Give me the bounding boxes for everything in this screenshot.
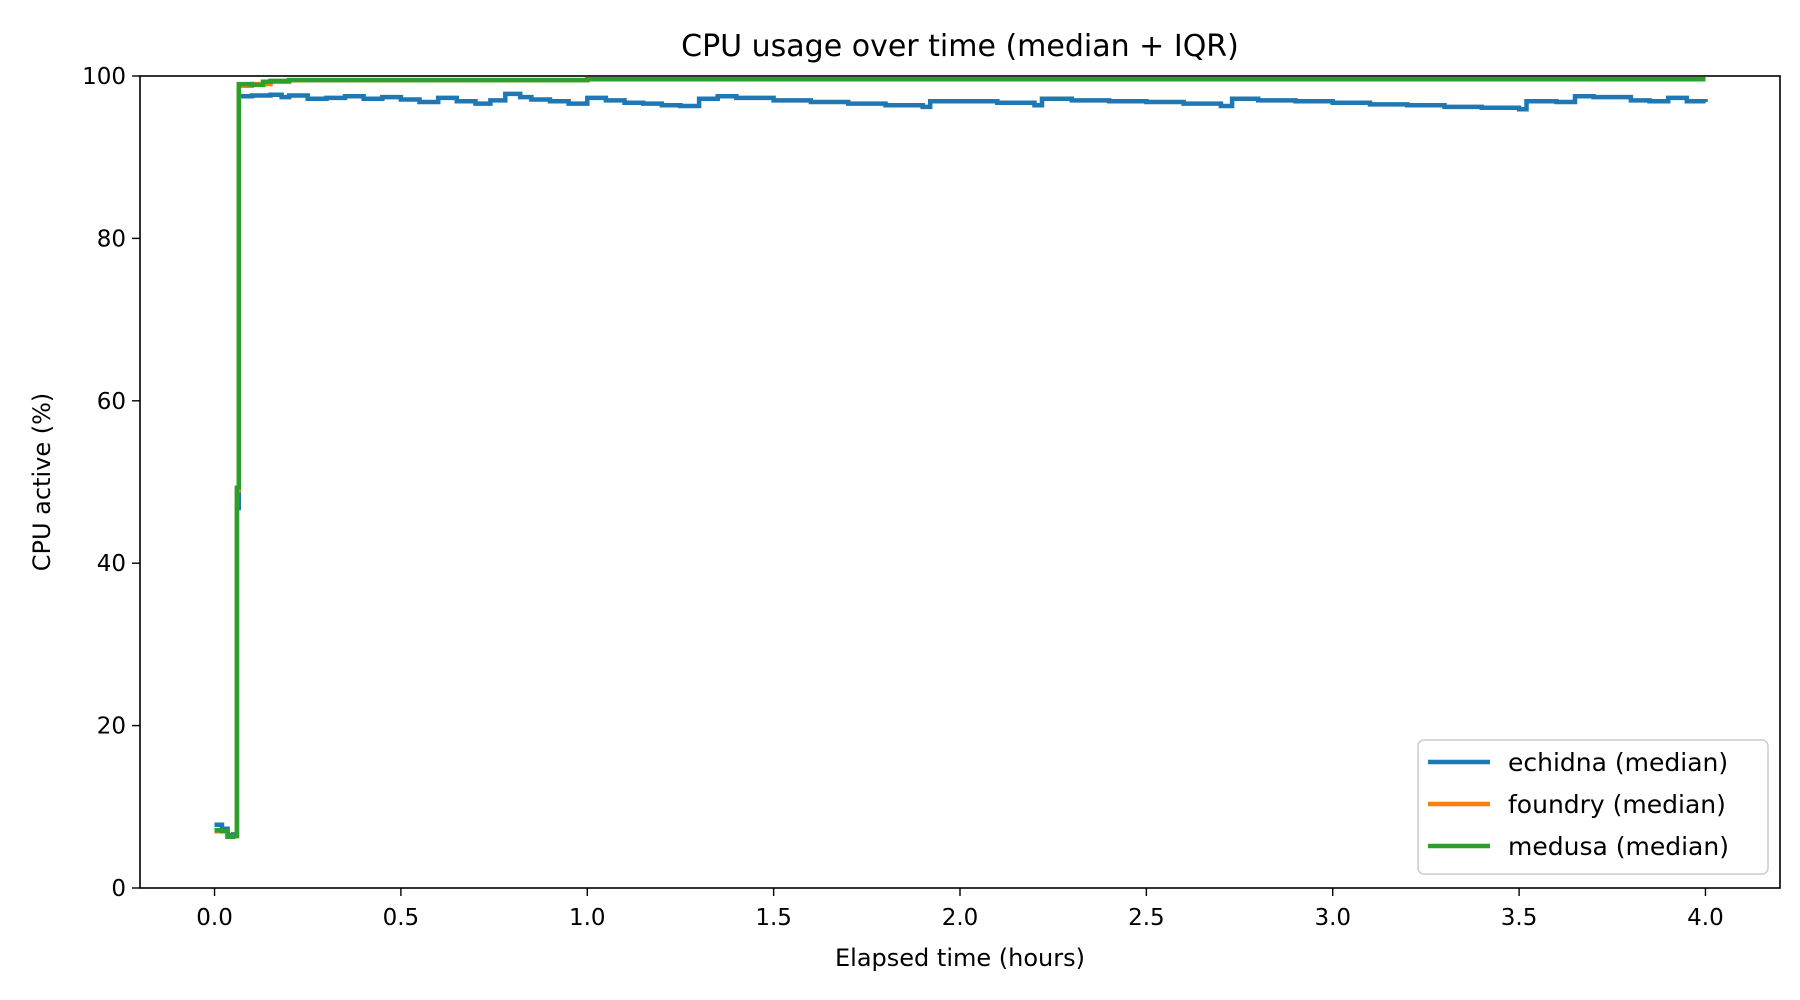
x-tick-label: 1.0 bbox=[569, 905, 606, 931]
x-tick-label: 0.0 bbox=[196, 905, 233, 931]
y-tick-label: 0 bbox=[111, 876, 126, 902]
x-axis-ticks: 0.0 0.5 1.0 1.5 2.0 2.5 3.0 3.5 4.0 bbox=[196, 888, 1724, 931]
y-tick-label: 40 bbox=[97, 551, 126, 577]
y-tick-label: 20 bbox=[97, 714, 126, 740]
series-line-2 bbox=[214, 76, 1706, 840]
y-tick-label: 60 bbox=[97, 389, 126, 415]
legend-label: foundry (median) bbox=[1508, 790, 1726, 819]
x-tick-label: 2.0 bbox=[942, 905, 979, 931]
x-tick-label: 3.5 bbox=[1501, 905, 1538, 931]
x-tick-label: 1.5 bbox=[755, 905, 792, 931]
y-tick-label: 80 bbox=[97, 226, 126, 252]
x-tick-label: 4.0 bbox=[1687, 905, 1724, 931]
series-layer bbox=[214, 76, 1708, 840]
x-tick-label: 0.5 bbox=[383, 905, 420, 931]
legend: echidna (median) foundry (median) medusa (… bbox=[1417, 739, 1769, 875]
legend-label: medusa (median) bbox=[1508, 832, 1729, 861]
y-axis-label: CPU active (%) bbox=[28, 393, 56, 572]
series-line-0 bbox=[214, 91, 1708, 838]
legend-label: echidna (median) bbox=[1508, 748, 1728, 777]
x-tick-label: 2.5 bbox=[1128, 905, 1165, 931]
series-line-1 bbox=[214, 76, 1706, 840]
y-tick-label: 100 bbox=[82, 64, 126, 90]
legend-box bbox=[1417, 739, 1769, 875]
x-tick-label: 3.0 bbox=[1314, 905, 1351, 931]
y-axis-ticks: 0 20 40 60 80 100 bbox=[82, 64, 140, 902]
chart-title: CPU usage over time (median + IQR) bbox=[681, 29, 1239, 64]
x-axis-label: Elapsed time (hours) bbox=[835, 944, 1085, 972]
